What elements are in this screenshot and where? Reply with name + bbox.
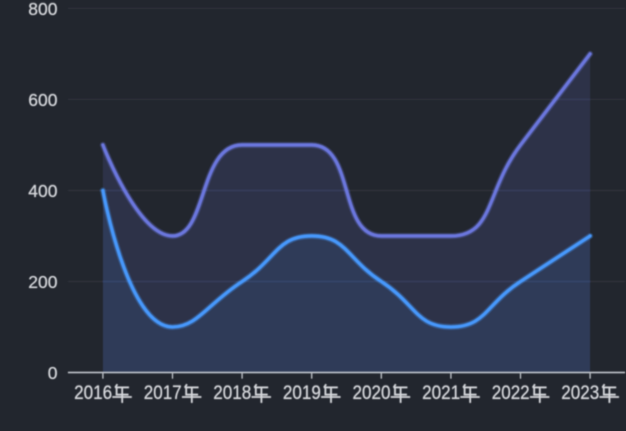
svg-text:800: 800	[28, 0, 57, 19]
svg-text:2016: 2016	[74, 383, 112, 404]
svg-text:600: 600	[28, 89, 57, 109]
svg-text:2022: 2022	[492, 383, 530, 404]
svg-text:200: 200	[28, 272, 57, 292]
svg-text:0: 0	[48, 364, 58, 384]
svg-text:2020: 2020	[353, 383, 391, 404]
svg-text:0: 0	[48, 362, 58, 382]
svg-text:400: 400	[28, 181, 57, 201]
svg-text:2021: 2021	[422, 382, 460, 403]
svg-text:2019: 2019	[282, 383, 320, 404]
svg-text:2023: 2023	[561, 383, 599, 404]
svg-text:2016: 2016	[74, 383, 112, 404]
svg-text:400: 400	[28, 180, 57, 200]
svg-text:800: 800	[28, 0, 57, 18]
svg-text:2020: 2020	[353, 383, 391, 404]
svg-text:2022: 2022	[492, 382, 530, 403]
svg-text:400: 400	[29, 181, 58, 201]
svg-text:2019: 2019	[283, 382, 321, 403]
svg-text:2023: 2023	[561, 383, 599, 404]
svg-text:0: 0	[47, 363, 57, 383]
svg-text:2017: 2017	[144, 382, 182, 403]
svg-text:400: 400	[28, 181, 57, 201]
svg-text:2020: 2020	[353, 383, 391, 404]
svg-text:2017: 2017	[144, 383, 182, 404]
svg-text:2021: 2021	[423, 383, 461, 404]
svg-text:2023: 2023	[561, 383, 599, 404]
svg-text:2019: 2019	[283, 383, 321, 404]
svg-text:2017: 2017	[144, 383, 182, 404]
svg-text:200: 200	[28, 272, 57, 292]
svg-text:2023: 2023	[562, 383, 600, 404]
svg-text:2018: 2018	[213, 383, 251, 404]
svg-text:2018: 2018	[213, 383, 251, 404]
svg-text:2018: 2018	[214, 383, 252, 404]
svg-text:600: 600	[28, 90, 57, 110]
svg-text:2022: 2022	[491, 383, 529, 404]
svg-text:2021: 2021	[422, 383, 460, 404]
svg-text:0: 0	[48, 363, 58, 383]
svg-text:2020: 2020	[353, 382, 391, 403]
svg-text:2022: 2022	[492, 383, 530, 404]
svg-text:2022: 2022	[492, 383, 530, 404]
svg-text:2016: 2016	[75, 383, 113, 404]
svg-text:2018: 2018	[213, 382, 251, 403]
svg-text:0: 0	[48, 363, 58, 383]
svg-text:2016: 2016	[74, 383, 112, 404]
svg-text:400: 400	[28, 181, 57, 201]
svg-text:2019: 2019	[284, 383, 322, 404]
svg-text:600: 600	[28, 90, 57, 110]
svg-text:2017: 2017	[143, 383, 181, 404]
svg-text:800: 800	[28, 0, 57, 19]
svg-text:2020: 2020	[352, 383, 390, 404]
svg-text:200: 200	[28, 271, 57, 291]
svg-text:600: 600	[29, 90, 58, 110]
svg-text:2016: 2016	[74, 382, 112, 403]
svg-text:2023: 2023	[561, 382, 599, 403]
svg-text:800: 800	[28, 0, 57, 19]
svg-text:2018: 2018	[213, 383, 251, 404]
svg-text:2019: 2019	[283, 383, 321, 404]
svg-text:2021: 2021	[422, 383, 460, 404]
svg-text:200: 200	[29, 272, 58, 292]
svg-text:200: 200	[28, 272, 57, 292]
svg-text:600: 600	[28, 90, 57, 110]
svg-text:2021: 2021	[422, 383, 460, 404]
svg-text:2017: 2017	[144, 383, 182, 404]
svg-text:800: 800	[29, 0, 58, 19]
